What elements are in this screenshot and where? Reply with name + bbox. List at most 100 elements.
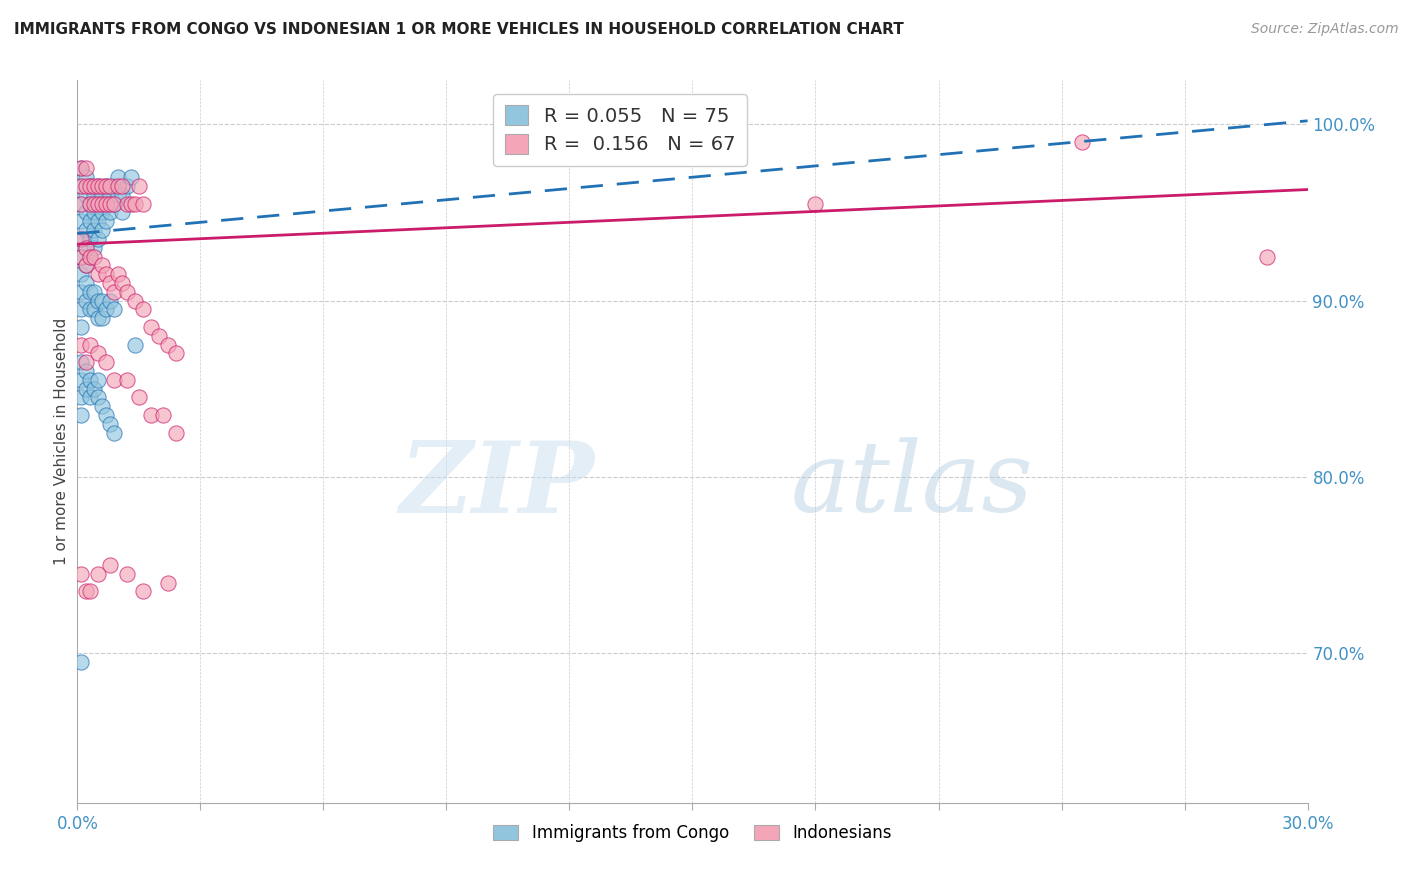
Point [70,337,93,351]
Point [87,196,110,211]
Point [83,196,105,211]
Point [79,373,101,387]
Point [83,250,105,264]
Point [70,250,93,264]
Point [90,399,114,413]
Point [94,179,117,194]
Point [132,302,155,317]
Point [83,302,105,317]
Point [152,408,174,422]
Point [79,179,101,194]
Point [87,346,110,360]
Point [111,276,134,290]
Point [87,179,110,194]
Point [75,241,97,255]
Point [70,267,93,281]
Point [70,232,93,246]
Point [94,302,117,317]
Point [94,267,117,281]
Y-axis label: 1 or more Vehicles in Household: 1 or more Vehicles in Household [53,318,69,566]
Point [94,179,117,194]
Point [141,408,163,422]
Point [70,566,93,581]
Point [70,179,93,194]
Point [124,293,146,308]
Point [75,293,97,308]
Point [156,337,179,351]
Point [148,328,170,343]
Point [1256,250,1278,264]
Point [79,337,101,351]
Point [83,205,105,219]
Point [70,161,93,176]
Point [103,302,125,317]
Point [98,187,121,202]
Point [98,276,121,290]
Point [79,232,101,246]
Point [132,584,155,599]
Point [83,382,105,396]
Text: Source: ZipAtlas.com: Source: ZipAtlas.com [1251,22,1399,37]
Point [115,566,138,581]
Point [87,391,110,405]
Point [98,179,121,194]
Point [83,285,105,299]
Point [70,196,93,211]
Point [75,187,97,202]
Point [75,364,97,378]
Point [75,258,97,272]
Point [98,558,121,572]
Text: ZIP: ZIP [399,437,595,533]
Point [79,250,101,264]
Point [124,337,146,351]
Point [156,575,179,590]
Text: IMMIGRANTS FROM CONGO VS INDONESIAN 1 OR MORE VEHICLES IN HOUSEHOLD CORRELATION : IMMIGRANTS FROM CONGO VS INDONESIAN 1 OR… [14,22,904,37]
Point [94,196,117,211]
Point [87,196,110,211]
Point [115,373,138,387]
Point [111,187,134,202]
Point [128,391,150,405]
Point [70,302,93,317]
Point [90,205,114,219]
Point [87,311,110,326]
Point [79,285,101,299]
Point [87,267,110,281]
Point [90,311,114,326]
Point [70,408,93,422]
Point [115,196,138,211]
Point [75,179,97,194]
Point [103,373,125,387]
Point [79,196,101,211]
Point [90,187,114,202]
Point [103,196,125,211]
Point [70,232,93,246]
Point [70,250,93,264]
Point [70,355,93,369]
Point [70,179,93,194]
Point [75,205,97,219]
Point [79,196,101,211]
Point [804,196,827,211]
Point [90,179,114,194]
Point [70,214,93,228]
Point [90,196,114,211]
Point [132,196,155,211]
Point [75,382,97,396]
Point [70,655,93,669]
Point [87,214,110,228]
Point [75,276,97,290]
Point [107,170,129,185]
Point [75,170,97,185]
Point [70,391,93,405]
Point [90,258,114,272]
Point [70,196,93,211]
Point [120,196,142,211]
Point [75,161,97,176]
Point [70,161,93,176]
Point [1071,135,1094,149]
Point [128,179,150,194]
Point [98,417,121,431]
Point [79,584,101,599]
Point [115,285,138,299]
